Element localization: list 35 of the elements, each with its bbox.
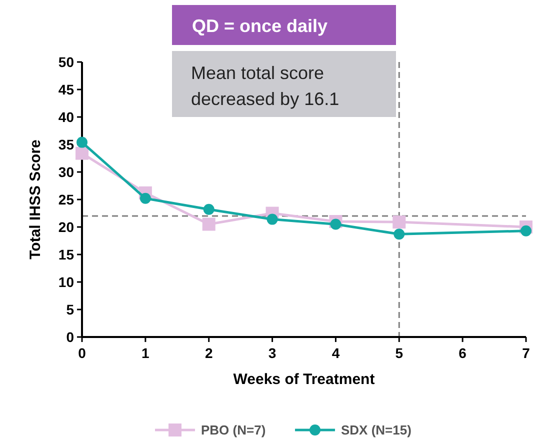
x-axis-title: Weeks of Treatment bbox=[233, 371, 375, 388]
y-tick-label: 0 bbox=[66, 328, 74, 345]
x-tick-label: 3 bbox=[268, 345, 276, 361]
x-tick-label: 7 bbox=[522, 345, 530, 361]
y-tick-label: 40 bbox=[58, 108, 74, 125]
x-tick-label: 6 bbox=[458, 345, 467, 361]
y-tick-label: 10 bbox=[58, 274, 74, 290]
x-tick-label: 0 bbox=[78, 345, 86, 361]
legend-label: SDX (N=15) bbox=[341, 422, 412, 438]
point bbox=[140, 192, 151, 204]
point bbox=[76, 146, 88, 160]
point bbox=[394, 228, 405, 240]
x-tick-label: 1 bbox=[142, 345, 150, 361]
text: QD = once daily bbox=[192, 16, 328, 36]
y-tick-label: 45 bbox=[58, 81, 74, 98]
point bbox=[76, 136, 88, 148]
y-tick-label: 25 bbox=[58, 191, 74, 208]
point bbox=[202, 218, 216, 231]
point bbox=[520, 225, 532, 236]
x-tick-label: 2 bbox=[204, 345, 213, 361]
point bbox=[330, 218, 342, 230]
y-tick-label: 20 bbox=[58, 218, 74, 235]
y-tick-label: 35 bbox=[58, 136, 74, 152]
legend-label: PBO (N=7) bbox=[201, 422, 266, 438]
y-tick-label: 30 bbox=[58, 164, 74, 180]
point bbox=[392, 216, 406, 229]
point bbox=[266, 214, 278, 225]
y-tick-label: 15 bbox=[58, 246, 74, 262]
point bbox=[203, 204, 214, 215]
y-tick-label: 50 bbox=[58, 54, 74, 70]
annotation: Mean total score decreased by 16.1 bbox=[191, 63, 340, 109]
x-tick-label: 4 bbox=[332, 345, 340, 361]
x-tick-label: 5 bbox=[395, 345, 404, 361]
y-axis-title: Total IHSS Score bbox=[27, 140, 44, 260]
y-tick-label: 5 bbox=[66, 301, 74, 318]
